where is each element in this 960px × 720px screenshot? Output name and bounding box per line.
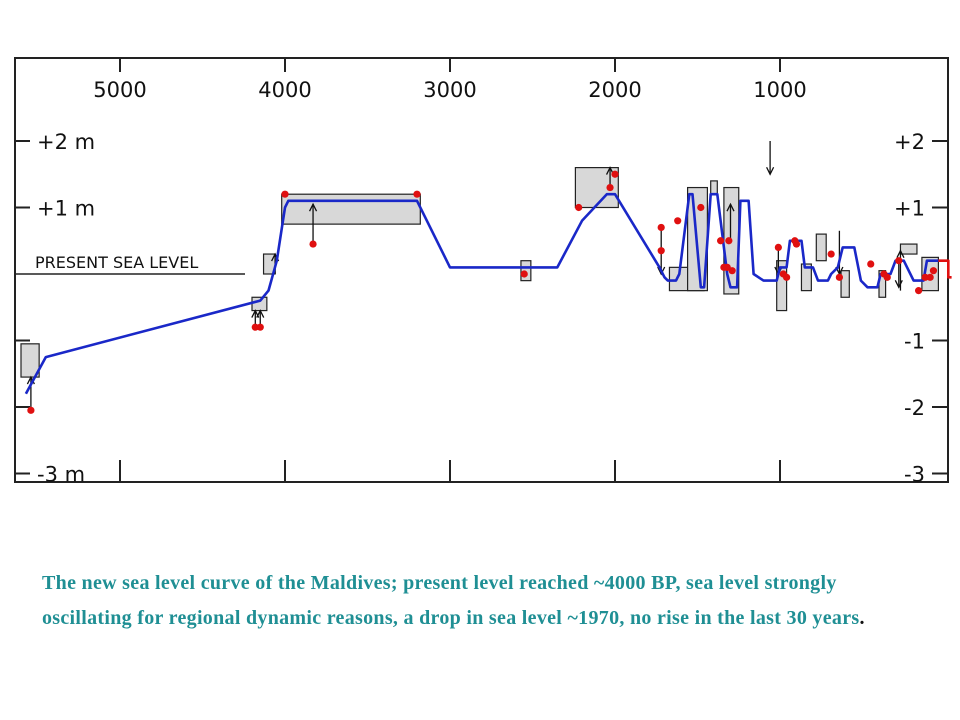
top-tick-label: 1000 (753, 78, 806, 102)
error-box (521, 261, 531, 281)
sample-point (725, 237, 732, 244)
arrows (27, 141, 904, 410)
series-line (938, 261, 951, 278)
sample-point (927, 274, 934, 281)
figure-caption: The new sea level curve of the Maldives;… (42, 566, 922, 636)
sample-point (674, 217, 681, 224)
series-line (26, 194, 939, 394)
sample-point (257, 324, 264, 331)
right-tick-label: -2 (904, 396, 925, 420)
left-tick-label: -3 m (37, 463, 85, 487)
top-tick-label: 4000 (258, 78, 311, 102)
sample-point (729, 267, 736, 274)
right-tick-label: +1 (894, 197, 925, 221)
series-lines (26, 194, 952, 394)
sample-point (828, 250, 835, 257)
sample-point (895, 257, 902, 264)
left-tick-label: +2 m (37, 130, 95, 154)
sample-point (697, 204, 704, 211)
right-tick-label: -1 (904, 330, 925, 354)
caption-period: . (859, 607, 864, 629)
error-boxes (21, 168, 938, 377)
sample-point (930, 267, 937, 274)
sample-point (413, 191, 420, 198)
sample-point (783, 274, 790, 281)
right-tick-label: -3 (904, 463, 925, 487)
sample-point (836, 274, 843, 281)
tick-labels: 5000 4000 3000 2000 1000 +2 m +1 m -3 m +2 +1 -1 -2… (35, 78, 925, 487)
error-box (282, 194, 421, 224)
sample-point (309, 240, 316, 247)
sample-point (775, 244, 782, 251)
sample-point (658, 247, 665, 254)
sample-point (915, 287, 922, 294)
sample-point (27, 407, 34, 414)
sample-point (867, 260, 874, 267)
error-box (841, 271, 849, 298)
side-axis-ticks (15, 141, 948, 474)
sample-point (575, 204, 582, 211)
sample-point (521, 270, 528, 277)
sample-point (658, 224, 665, 231)
sample-points (27, 171, 937, 414)
error-box (711, 181, 718, 194)
error-box (900, 244, 917, 254)
sample-point (717, 237, 724, 244)
top-tick-label: 3000 (423, 78, 476, 102)
top-tick-label: 2000 (588, 78, 641, 102)
sample-point (884, 274, 891, 281)
left-tick-label: +1 m (37, 197, 95, 221)
sample-point (793, 240, 800, 247)
right-tick-label: +2 (894, 130, 925, 154)
sample-point (281, 191, 288, 198)
sample-point (611, 171, 618, 178)
error-box (252, 297, 267, 310)
caption-text: The new sea level curve of the Maldives;… (42, 572, 859, 629)
top-tick-label: 5000 (93, 78, 146, 102)
present-sea-level-label: PRESENT SEA LEVEL (35, 253, 198, 272)
sample-point (606, 184, 613, 191)
error-box (816, 234, 826, 261)
